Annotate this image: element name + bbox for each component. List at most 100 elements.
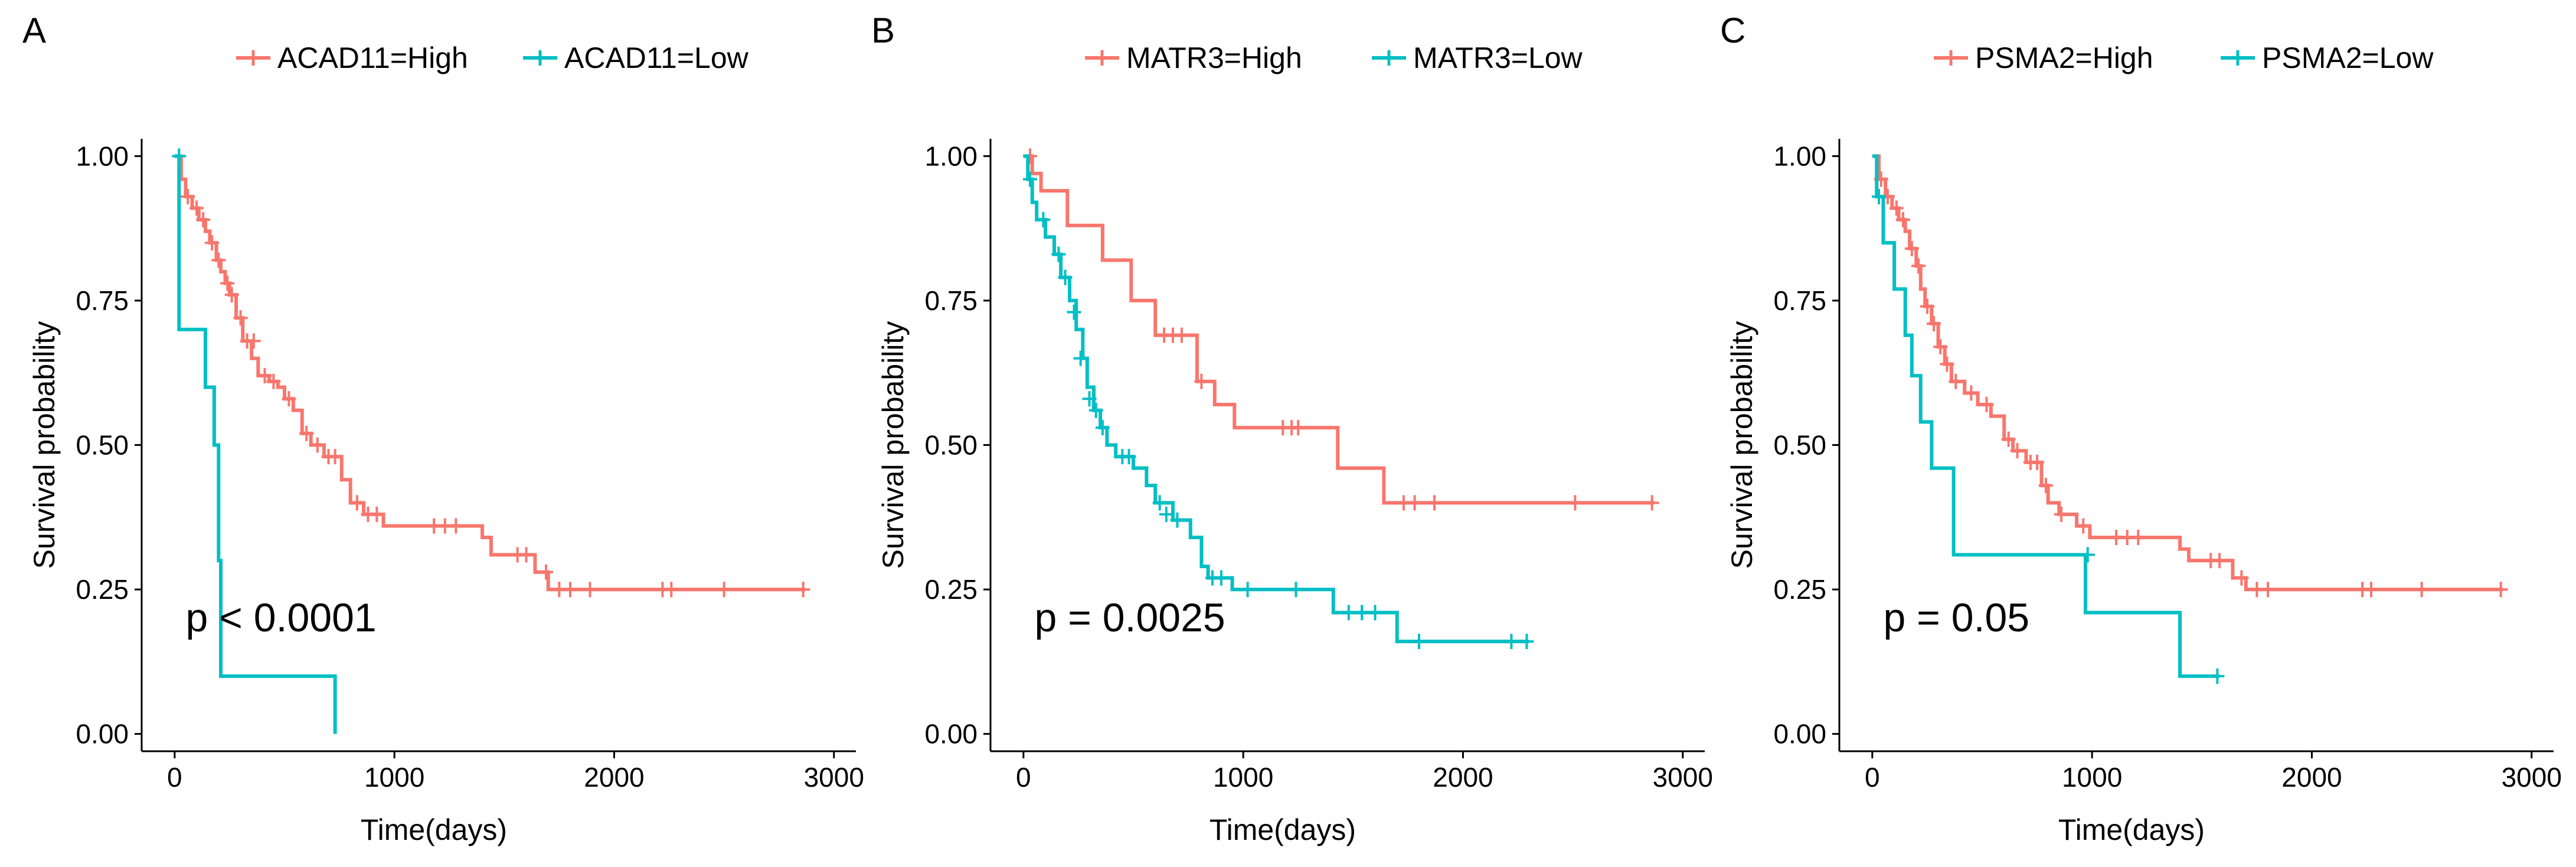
survival-curve: [1023, 154, 1529, 644]
censor-mark: [519, 547, 534, 563]
panel-label: B: [871, 11, 895, 50]
censor-mark: [1122, 449, 1136, 465]
censor-mark: [2038, 477, 2053, 493]
censor-mark: [664, 582, 679, 598]
censor-mark: [1174, 327, 1189, 343]
censor-mark: [2054, 506, 2069, 522]
censor-mark: [211, 252, 226, 268]
y-tick-label: 0.50: [924, 430, 978, 461]
censor-mark: [1289, 582, 1303, 598]
y-tick-label: 0.25: [76, 574, 129, 605]
censor-mark: [196, 211, 211, 227]
legend-label: MATR3=Low: [1413, 41, 1583, 74]
censor-mark: [1036, 211, 1051, 227]
censor-mark: [233, 310, 248, 326]
p-value-annotation: p = 0.0025: [1034, 595, 1225, 640]
y-tick-label: 0.75: [1773, 285, 1826, 316]
censor-mark: [2210, 668, 2225, 684]
censor-mark: [2001, 431, 2016, 447]
censor-mark: [583, 582, 597, 598]
censor-mark: [1368, 605, 1382, 621]
survival-curve: [1023, 154, 1655, 505]
x-tick-label: 2000: [1433, 762, 1493, 793]
censor-mark: [246, 333, 261, 349]
x-tick-label: 0: [1016, 762, 1031, 793]
y-tick-label: 0.00: [76, 719, 129, 749]
y-axis-title: Survival probability: [877, 321, 910, 569]
legend-item: PSMA2=High: [1934, 41, 2153, 74]
censor-mark: [1214, 570, 1228, 586]
censor-mark: [1159, 506, 1173, 522]
series-low: [1023, 154, 1534, 650]
censor-mark: [1067, 304, 1081, 320]
censor-mark: [1964, 385, 1979, 401]
censor-mark: [1058, 269, 1073, 285]
panel-label: A: [22, 11, 46, 50]
censor-mark: [224, 287, 239, 303]
series-low: [172, 148, 337, 734]
censor-mark: [2030, 454, 2045, 470]
legend-label: ACAD11=High: [277, 41, 468, 74]
y-tick-label: 0.00: [924, 719, 978, 749]
censor-mark: [1170, 512, 1185, 528]
censor-mark: [1979, 397, 1994, 413]
censor-mark: [1023, 171, 1038, 187]
legend-label: PSMA2=Low: [2262, 41, 2434, 74]
censor-mark: [370, 506, 384, 522]
panel-b: B MATR3=High MATR3=Low 0.00 0.25 0.50 0.75 1.00…: [871, 11, 1713, 846]
x-tick-label: 2000: [584, 762, 644, 793]
y-axis-title: Survival probability: [28, 321, 61, 569]
censor-mark: [1568, 495, 1583, 511]
y-tick-label: 0.25: [1773, 574, 1826, 605]
x-tick-label: 3000: [1653, 762, 1713, 793]
panel-label: C: [1720, 11, 1745, 50]
x-tick-label: 0: [1865, 762, 1880, 793]
censor-mark: [2080, 547, 2095, 563]
series-high: [1023, 148, 1659, 511]
x-tick-label: 1000: [364, 762, 424, 793]
censor-mark: [2010, 443, 2025, 459]
censor-mark: [2076, 518, 2091, 534]
censor-mark: [796, 582, 810, 598]
y-tick-label: 0.25: [924, 574, 978, 605]
survival-curve: [1872, 154, 2503, 592]
censor-mark: [1504, 634, 1519, 650]
censor-mark: [1920, 298, 1934, 314]
censor-mark: [257, 368, 272, 384]
p-value-annotation: p = 0.05: [1883, 595, 2029, 640]
censor-mark: [266, 373, 281, 389]
series-high: [174, 154, 810, 598]
censor-mark: [181, 188, 195, 204]
legend-item: ACAD11=Low: [523, 41, 749, 74]
censor-mark: [282, 391, 296, 407]
censor-mark: [2212, 553, 2227, 569]
x-tick-label: 2000: [2281, 762, 2342, 793]
y-tick-label: 0.50: [1773, 430, 1826, 461]
censor-mark: [1427, 495, 1442, 511]
x-tick-label: 3000: [2502, 762, 2562, 793]
censor-mark: [1095, 420, 1110, 436]
series-low: [1872, 154, 2225, 684]
x-tick-label: 1000: [2062, 762, 2122, 793]
censor-mark: [1152, 495, 1167, 511]
censor-mark: [1645, 495, 1659, 511]
censor-mark: [717, 582, 731, 598]
y-tick-label: 0.75: [76, 285, 129, 316]
legend-item: PSMA2=Low: [2221, 41, 2434, 74]
y-tick-label: 1.00: [924, 141, 978, 171]
survival-curve: [174, 154, 806, 592]
survival-curve: [174, 154, 337, 734]
legend-item: ACAD11=High: [236, 41, 468, 74]
censor-mark: [539, 564, 554, 580]
censor-mark: [1904, 240, 1919, 256]
x-axis-title: Time(days): [361, 813, 507, 846]
censor-mark: [1051, 246, 1066, 262]
censor-mark: [2234, 570, 2249, 586]
censor-mark: [1088, 402, 1103, 418]
legend-item: MATR3=High: [1085, 41, 1302, 74]
legend-label: MATR3=High: [1126, 41, 1302, 74]
censor-mark: [1872, 188, 1887, 204]
x-tick-label: 3000: [804, 762, 864, 793]
legend-item: MATR3=Low: [1372, 41, 1583, 74]
